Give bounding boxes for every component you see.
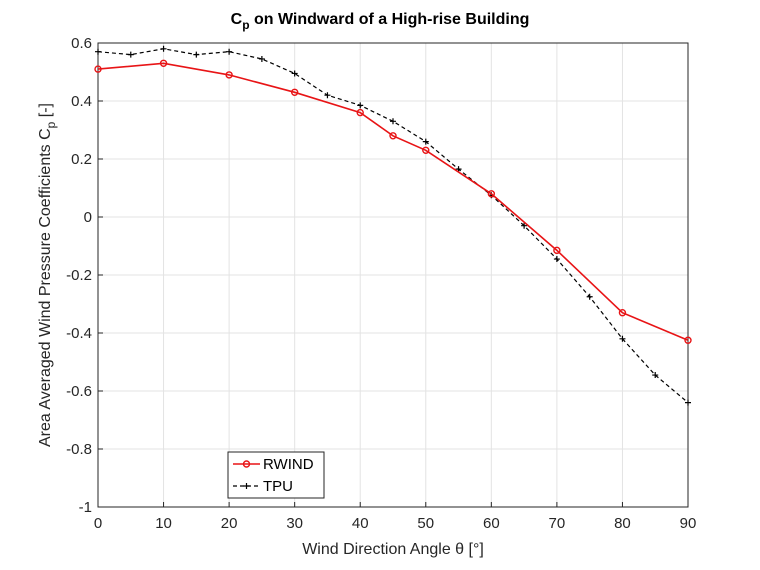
series-lines [94, 45, 692, 406]
legend-marker-rwind [242, 460, 251, 468]
data-point-rwind [94, 65, 102, 73]
x-tick-label: 90 [680, 515, 697, 532]
legend-label-tpu: TPU [263, 478, 293, 495]
data-point-rwind [487, 190, 496, 198]
data-point-rwind [290, 88, 299, 97]
series-tpu [95, 45, 691, 406]
x-tick-label: 0 [94, 515, 102, 532]
data-point-rwind [553, 246, 561, 255]
y-axis-title: Area Averaged Wind Pressure Coefficients… [37, 103, 58, 447]
ylabel-subscript: p [44, 121, 58, 128]
x-tick-label: 30 [286, 515, 303, 532]
y-tick-label: -1 [79, 499, 92, 516]
data-point-tpu [619, 335, 626, 342]
grid-lines [97, 42, 689, 508]
data-point-rwind [356, 108, 364, 117]
data-point-tpu [258, 55, 265, 62]
y-tick-label: 0.6 [71, 35, 92, 52]
axis-ticks: 0 10 20 30 40 50 60 70 80 90 -1 -0.8 -0.6 -0.4 -0.2 0 0.… [66, 35, 696, 532]
data-point-tpu [357, 102, 364, 109]
x-tick-label: 80 [614, 515, 631, 532]
y-tick-label: 0 [84, 209, 92, 226]
x-axis-title: Wind Direction Angle θ [°] [302, 541, 484, 558]
data-point-rwind [618, 309, 627, 317]
y-tick-label: 0.4 [71, 93, 92, 110]
data-point-tpu [291, 70, 298, 77]
data-point-tpu [521, 222, 528, 229]
series-rwind [94, 59, 692, 344]
x-tick-label: 20 [221, 515, 238, 532]
data-point-tpu [390, 118, 396, 125]
data-point-tpu [193, 51, 200, 58]
x-tick-label: 60 [483, 515, 500, 532]
data-point-rwind [159, 59, 168, 67]
legend-box [227, 451, 325, 499]
y-tick-label: -0.6 [66, 383, 92, 400]
data-point-tpu [422, 138, 429, 145]
legend-marker-tpu [243, 483, 250, 489]
data-point-tpu [553, 256, 560, 263]
data-point-rwind [389, 132, 397, 140]
legend: RWIND TPU [227, 451, 325, 499]
y-tick-label: -0.8 [66, 441, 92, 458]
legend-item-tpu: TPU [233, 478, 293, 495]
data-point-tpu [586, 293, 593, 300]
x-tick-label: 10 [155, 515, 172, 532]
data-point-tpu [95, 48, 101, 55]
x-tick-label: 40 [352, 515, 369, 532]
legend-label-rwind: RWIND [263, 456, 314, 473]
data-point-tpu [160, 45, 167, 52]
y-tick-label: -0.2 [66, 267, 92, 284]
chart-title: Cp on Windward of a High-rise Building [231, 11, 530, 32]
data-point-rwind [422, 146, 430, 155]
legend-item-rwind: RWIND [233, 456, 314, 473]
data-point-tpu [226, 48, 233, 55]
y-tick-label: 0.2 [71, 151, 92, 168]
data-point-tpu [685, 399, 691, 406]
title-subscript: p [242, 18, 249, 32]
x-tick-label: 70 [549, 515, 566, 532]
y-tick-label: -0.4 [66, 325, 92, 342]
data-point-tpu [127, 51, 134, 58]
data-point-rwind [225, 71, 233, 79]
series-line-rwind [97, 62, 689, 341]
data-point-tpu [652, 372, 659, 379]
x-tick-label: 50 [417, 515, 434, 532]
data-point-tpu [324, 92, 331, 99]
series-line-tpu [97, 48, 689, 404]
data-point-rwind [684, 336, 692, 344]
